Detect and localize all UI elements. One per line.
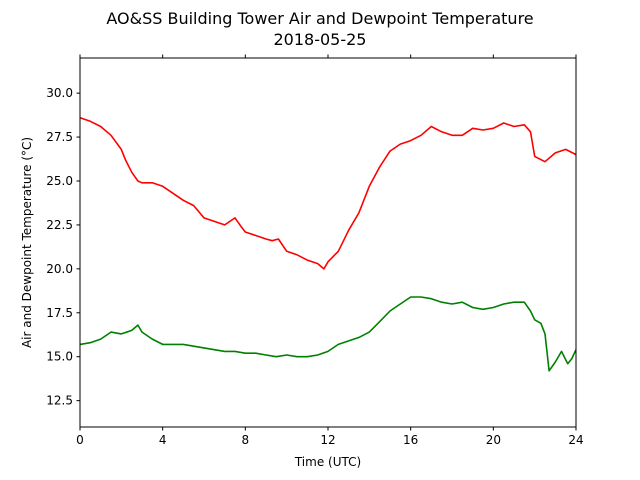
plot-frame [79, 57, 577, 428]
x-tick-label: 24 [568, 433, 583, 447]
y-tick-label: 17.5 [46, 306, 73, 320]
chart-subtitle: 2018-05-25 [274, 30, 367, 49]
y-tick-label: 12.5 [46, 394, 73, 408]
x-tick-label: 20 [486, 433, 501, 447]
series-line-1 [79, 296, 577, 372]
y-tick-label: 22.5 [46, 218, 73, 232]
y-axis: 12.5 15.0 17.5 20.0 22.5 25.0 27.5 30.0 [46, 86, 80, 408]
chart-title: AO&SS Building Tower Air and Dewpoint Te… [106, 9, 533, 28]
x-axis: 0 4 8 12 16 20 24 [76, 54, 584, 447]
series-layer [79, 116, 577, 372]
x-axis-label: Time (UTC) [294, 455, 361, 469]
x-tick-label: 4 [159, 433, 167, 447]
series-line-0 [79, 116, 577, 270]
y-tick-label: 27.5 [46, 130, 73, 144]
x-tick-label: 0 [76, 433, 84, 447]
x-tick-label: 12 [320, 433, 335, 447]
y-tick-label: 20.0 [46, 262, 73, 276]
x-tick-label: 16 [403, 433, 418, 447]
y-tick-label: 25.0 [46, 174, 73, 188]
y-tick-label: 15.0 [46, 350, 73, 364]
y-tick-label: 30.0 [46, 86, 73, 100]
x-tick-label: 8 [242, 433, 250, 447]
y-axis-label: Air and Dewpoint Temperature (°C) [20, 137, 34, 348]
